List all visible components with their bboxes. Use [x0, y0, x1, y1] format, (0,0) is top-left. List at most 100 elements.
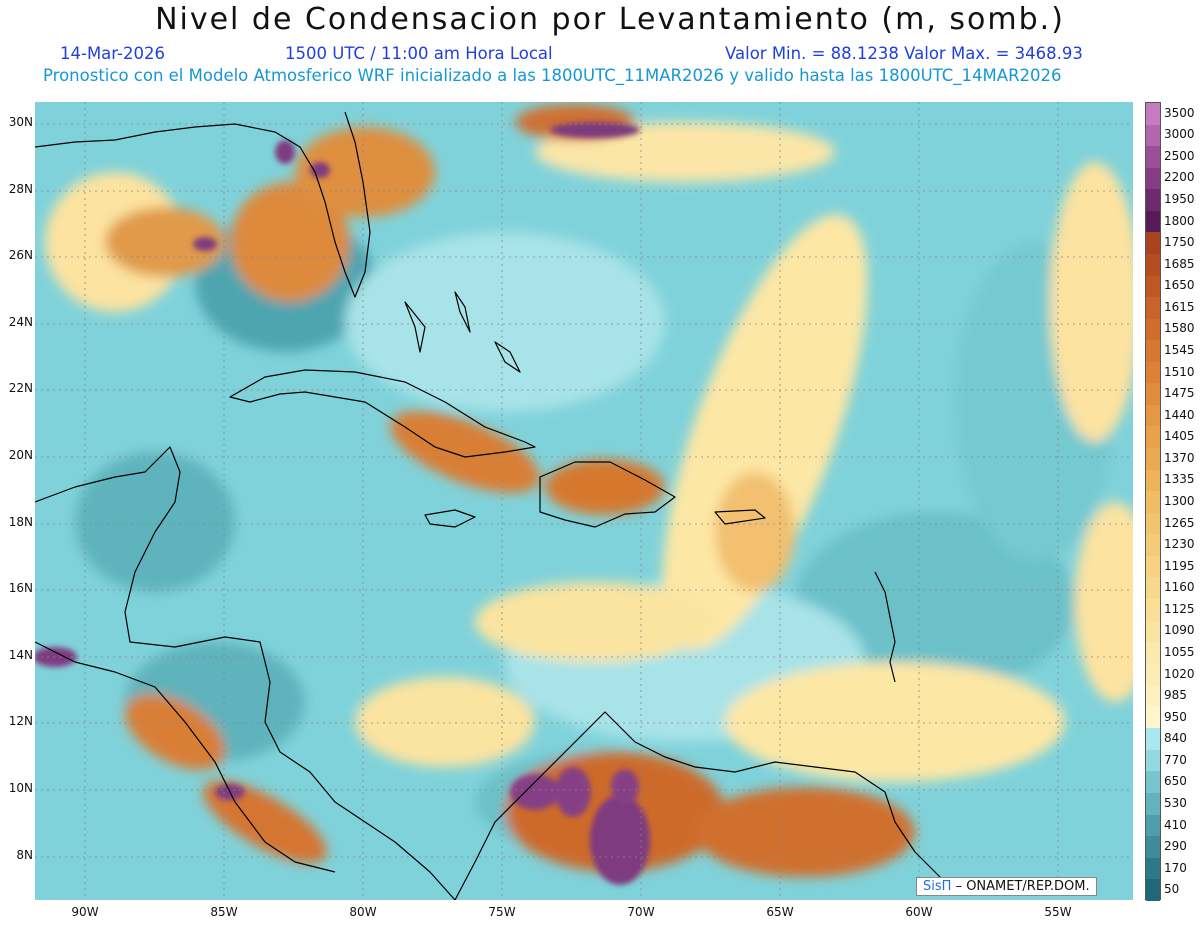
lat-label: 30N: [8, 115, 33, 129]
min-max-values: Valor Min. = 88.1238 Valor Max. = 3468.9…: [725, 44, 1083, 63]
credit-text: – ONAMET/REP.DOM.: [955, 879, 1090, 894]
lon-label: 90W: [71, 905, 99, 919]
lat-label: 24N: [8, 315, 33, 329]
colorbar-label: 1950: [1164, 192, 1195, 207]
forecast-date: 14-Mar-2026: [60, 44, 165, 63]
colorbar-segment: [1146, 275, 1160, 298]
colorbar-label: 1615: [1164, 299, 1195, 314]
colorbar-label: 170: [1164, 860, 1187, 875]
colorbar-segment: [1146, 534, 1160, 556]
lon-label: 85W: [210, 905, 238, 919]
colorbar-label: 770: [1164, 752, 1187, 767]
colorbar-segment: [1146, 685, 1160, 707]
forecast-description: Pronostico con el Modelo Atmosferico WRF…: [43, 66, 1062, 85]
colorbar-label: 2200: [1164, 170, 1195, 185]
colorbar-label: 290: [1164, 839, 1187, 854]
colorbar-segment: [1146, 383, 1160, 405]
lat-label: 20N: [8, 448, 33, 462]
colorbar-segment: [1146, 577, 1160, 599]
lat-label: 8N: [16, 848, 33, 862]
colorbar-label: 1650: [1164, 278, 1195, 293]
colorbar-label: 950: [1164, 709, 1187, 724]
colorbar-label: 650: [1164, 774, 1187, 789]
colorbar-segment: [1146, 146, 1160, 168]
colorbar-label: 1440: [1164, 407, 1195, 422]
colorbar-segment: [1146, 426, 1160, 448]
colorbar-label: 1195: [1164, 558, 1195, 573]
colorbar-segment: [1146, 749, 1160, 772]
lat-label: 10N: [8, 781, 33, 795]
lon-label: 70W: [627, 905, 655, 919]
colorbar-label: 530: [1164, 795, 1187, 810]
colorbar-label: 1510: [1164, 364, 1195, 379]
page-title: Nivel de Condensacion por Levantamiento …: [155, 2, 1065, 37]
colorbar-segment: [1146, 167, 1160, 190]
colorbar-segment: [1146, 491, 1160, 513]
lat-label: 14N: [8, 648, 33, 662]
colorbar-label: 1090: [1164, 623, 1195, 638]
colorbar-segment: [1146, 361, 1160, 384]
colorbar-segment: [1146, 728, 1160, 750]
colorbar-label: 3500: [1164, 105, 1195, 120]
colorbar-segment: [1146, 189, 1160, 211]
colorbar-segment: [1146, 318, 1160, 341]
colorbar-label: 1125: [1164, 601, 1195, 616]
colorbar: [1145, 102, 1161, 901]
colorbar-label: 1580: [1164, 321, 1195, 336]
sispi-logo: SisΠ: [923, 879, 952, 894]
forecast-time: 1500 UTC / 11:00 am Hora Local: [285, 44, 553, 63]
colorbar-segment: [1146, 103, 1160, 125]
colorbar-segment: [1146, 771, 1160, 793]
colorbar-label: 410: [1164, 817, 1187, 832]
colorbar-segment: [1146, 663, 1160, 686]
lon-label: 60W: [905, 905, 933, 919]
colorbar-segment: [1146, 555, 1160, 578]
colorbar-label: 1300: [1164, 494, 1195, 508]
lat-label: 16N: [8, 581, 33, 595]
lat-label: 26N: [8, 248, 33, 262]
colorbar-segment: [1146, 124, 1160, 147]
colorbar-segment: [1146, 210, 1160, 233]
lcl-field-map: [35, 102, 1133, 900]
lat-label: 22N: [8, 381, 33, 395]
colorbar-segment: [1146, 340, 1160, 362]
colorbar-segment: [1146, 857, 1160, 880]
colorbar-segment: [1146, 642, 1160, 664]
colorbar-segment: [1146, 814, 1160, 837]
colorbar-label: 1545: [1164, 343, 1195, 358]
colorbar-label: 1750: [1164, 235, 1195, 250]
colorbar-segment: [1146, 706, 1160, 729]
lat-label: 18N: [8, 515, 33, 529]
colorbar-label: 1800: [1164, 213, 1195, 228]
colorbar-segment: [1146, 232, 1160, 254]
colorbar-label: 1160: [1164, 580, 1195, 595]
colorbar-label: 1335: [1164, 472, 1195, 487]
map-panel[interactable]: [35, 102, 1133, 900]
lon-label: 75W: [488, 905, 516, 919]
colorbar-label: 3000: [1164, 127, 1195, 142]
colorbar-label: 840: [1164, 731, 1187, 746]
colorbar-segment: [1146, 512, 1160, 535]
colorbar-label: 50: [1164, 882, 1180, 897]
colorbar-segment: [1146, 404, 1160, 427]
credit-badge: SisΠ – ONAMET/REP.DOM.: [916, 877, 1097, 896]
colorbar-label: 2500: [1164, 148, 1195, 163]
colorbar-label: 1020: [1164, 666, 1195, 681]
colorbar-segment: [1146, 620, 1160, 643]
colorbar-label: 1370: [1164, 450, 1195, 465]
colorbar-label: 1475: [1164, 386, 1195, 401]
colorbar-label: 1405: [1164, 429, 1195, 444]
colorbar-label: 1230: [1164, 537, 1195, 552]
colorbar-segment: [1146, 469, 1160, 492]
colorbar-label: 1265: [1164, 515, 1195, 530]
lon-label: 55W: [1044, 905, 1072, 919]
colorbar-segment: [1146, 598, 1160, 621]
colorbar-label: 1685: [1164, 256, 1195, 271]
colorbar-segment: [1146, 297, 1160, 319]
colorbar-segment: [1146, 879, 1160, 901]
lat-label: 12N: [8, 714, 33, 728]
colorbar-segment: [1146, 836, 1160, 858]
lon-label: 65W: [766, 905, 794, 919]
colorbar-segment: [1146, 448, 1160, 470]
colorbar-segment: [1146, 793, 1160, 815]
